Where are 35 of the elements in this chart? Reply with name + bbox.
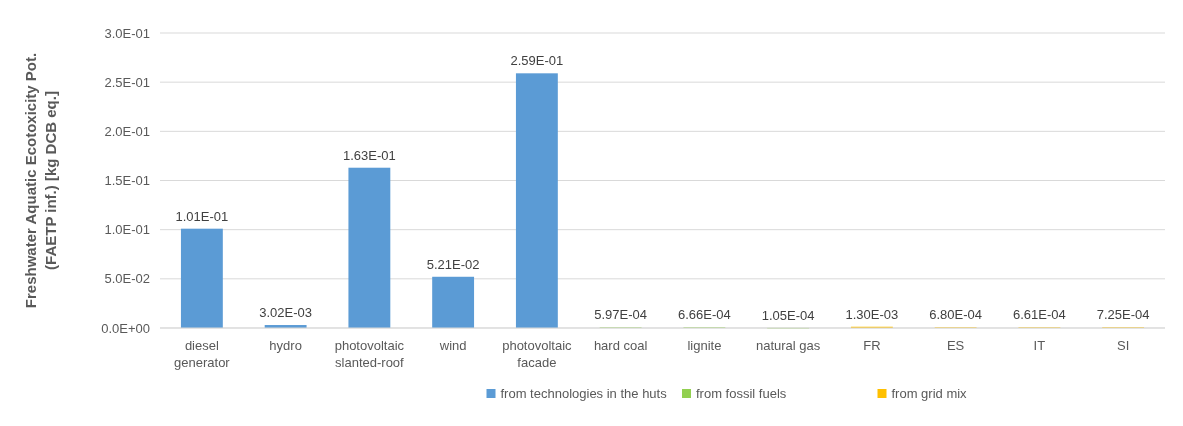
x-tick-label: FR [863, 338, 881, 353]
x-tick-label: diesel generator [174, 338, 231, 370]
x-tick-label: hard coal [593, 338, 648, 353]
data-label: 6.66E-04 [677, 307, 731, 323]
data-label: 1.05E-04 [761, 307, 815, 323]
x-tick-label: IT [1033, 338, 1046, 353]
data-label: 2.59E-01 [510, 53, 564, 69]
legend-label: from technologies in the huts [500, 386, 668, 401]
data-label: 6.61E-04 [1012, 307, 1066, 323]
legend-label: from fossil fuels [696, 386, 787, 401]
x-tick-label: ES [946, 338, 965, 353]
x-tick-label: lignite [687, 338, 722, 353]
data-label: 6.80E-04 [929, 307, 983, 323]
data-label: 5.21E-02 [426, 256, 480, 272]
data-label: 1.63E-01 [342, 147, 396, 163]
y-tick-label: 5.0E-02 [104, 271, 150, 287]
data-label: 3.02E-03 [259, 305, 313, 321]
x-tick-label: SI [1116, 338, 1130, 353]
x-tick-label: natural gas [755, 338, 821, 353]
y-axis-title: Freshwater Aquatic Ecotoxicity Pot. (FAETP inf.) [kg DCB eq.] [22, 52, 59, 309]
x-tick-label: photovoltaic facade [502, 338, 573, 370]
x-tick-label: photovoltaic slanted-roof [334, 338, 405, 370]
y-tick-label: 0.0E+00 [101, 320, 150, 336]
x-tick-label: wind [438, 338, 467, 353]
y-tick-label: 3.0E-01 [104, 25, 150, 41]
y-tick-label: 1.5E-01 [104, 173, 150, 189]
data-label: 1.01E-01 [175, 208, 229, 224]
data-label: 1.30E-03 [845, 306, 899, 322]
y-tick-label: 2.5E-01 [104, 74, 150, 90]
y-tick-label: 2.0E-01 [104, 123, 150, 139]
x-tick-label: hydro [269, 338, 302, 353]
y-tick-label: 1.0E-01 [104, 222, 150, 238]
data-label: 5.97E-04 [594, 307, 648, 323]
data-label: 7.25E-04 [1096, 307, 1150, 323]
legend-label: from grid mix [891, 386, 968, 401]
